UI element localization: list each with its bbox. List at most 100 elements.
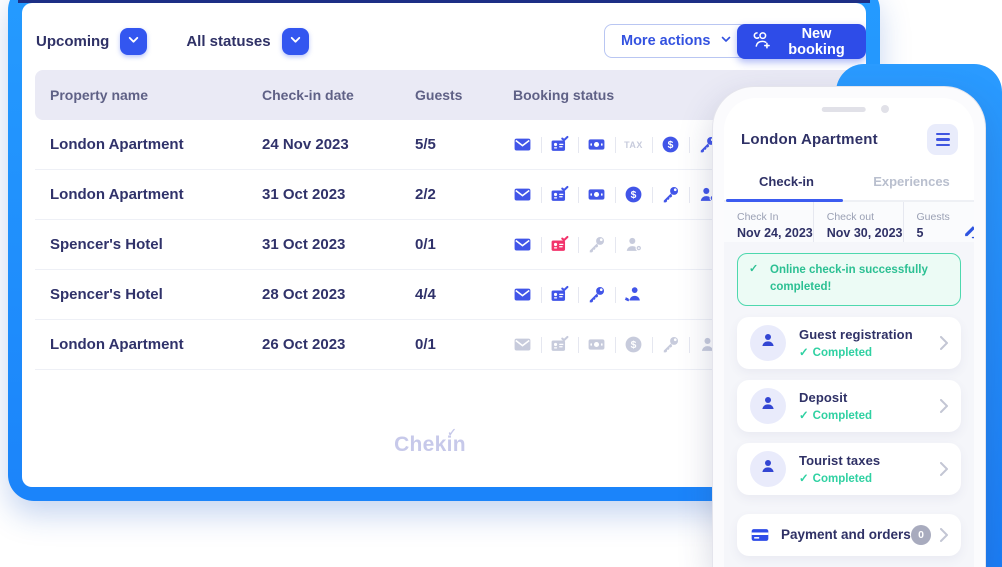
card-title: Payment and orders xyxy=(781,527,911,542)
guests-label: Guests xyxy=(916,211,950,223)
cash-icon[interactable] xyxy=(578,134,615,156)
envelope-icon[interactable] xyxy=(504,284,541,306)
more-actions-button[interactable]: More actions xyxy=(604,24,750,58)
checkin-success-banner: ✓ Online check-in successfully completed… xyxy=(737,253,961,306)
person-icon xyxy=(759,457,777,480)
credit-card-icon xyxy=(750,525,770,545)
guest-registration-card[interactable]: Guest registration ✓ Completed xyxy=(737,316,961,369)
phone-header: London Apartment xyxy=(724,116,974,165)
property-name: London Apartment xyxy=(50,136,184,153)
envelope-icon[interactable] xyxy=(504,184,541,206)
envelope-icon[interactable] xyxy=(504,234,541,256)
checkout-value: Nov 30, 2023 xyxy=(826,226,903,240)
checkin-label: Check In xyxy=(737,211,779,223)
col-property-name: Property name xyxy=(50,87,149,103)
person-icon xyxy=(759,331,777,354)
svg-text:$: $ xyxy=(631,340,637,351)
envelope-icon[interactable] xyxy=(504,334,541,356)
id-card-check-icon[interactable] xyxy=(541,284,578,306)
menu-button[interactable] xyxy=(927,124,958,155)
key-icon[interactable] xyxy=(578,284,615,306)
booking-status-icons: $ xyxy=(498,334,855,356)
col-checkin-date: Check-in date xyxy=(262,87,354,103)
phone-notch xyxy=(724,98,974,116)
col-guests: Guests xyxy=(415,87,463,103)
checkin-date: 28 Oct 2023 xyxy=(262,286,346,303)
phone-property-title: London Apartment xyxy=(741,131,878,148)
banner-text: Online check-in successfully completed! xyxy=(770,264,928,294)
avatar xyxy=(750,387,786,424)
chevron-right-icon xyxy=(940,335,948,350)
cash-icon[interactable] xyxy=(578,334,615,356)
checkin-date: 31 Oct 2023 xyxy=(262,186,346,203)
chevron-right-icon xyxy=(940,527,948,542)
edit-button[interactable] xyxy=(963,222,974,239)
phone-mockup: London Apartment Check-in Experiences Ch… xyxy=(712,86,986,567)
filter-bar: Upcoming All statuses xyxy=(36,23,309,59)
guests-value: 5 xyxy=(916,226,924,240)
dollar-icon[interactable]: $ xyxy=(615,334,652,356)
filter-upcoming-label: Upcoming xyxy=(36,32,110,50)
check-icon: ✓ xyxy=(799,472,809,485)
chevron-down-icon xyxy=(289,33,302,49)
hamburger-icon xyxy=(935,132,950,136)
key-icon[interactable] xyxy=(652,334,689,356)
check-icon: ✓ xyxy=(749,263,759,275)
avatar xyxy=(750,324,786,361)
tab-check-in[interactable]: Check-in xyxy=(724,165,849,202)
property-name: Spencer's Hotel xyxy=(50,286,163,303)
card-title: Deposit xyxy=(799,389,848,405)
tourist-taxes-card[interactable]: Tourist taxes ✓ Completed xyxy=(737,442,961,495)
phone-tabs: Check-in Experiences xyxy=(724,165,974,202)
camera-icon xyxy=(881,105,889,113)
dollar-icon[interactable]: $ xyxy=(615,184,652,206)
chekin-logo-text: Chekin xyxy=(394,433,466,456)
booking-status-icons xyxy=(498,284,855,306)
police-icon[interactable] xyxy=(615,234,652,256)
chevron-right-icon xyxy=(940,461,948,476)
card-title: Tourist taxes xyxy=(799,452,881,468)
checkout-label: Check out xyxy=(826,211,875,223)
tax-icon[interactable]: TAX xyxy=(615,134,652,156)
more-actions-label: More actions xyxy=(621,33,711,49)
upcoming-dropdown-button[interactable] xyxy=(120,27,148,55)
deposit-card[interactable]: Deposit ✓ Completed xyxy=(737,379,961,432)
chekin-logo: Chekin ✓ xyxy=(22,427,838,457)
id-card-check-icon[interactable] xyxy=(541,184,578,206)
phone-body: ✓ Online check-in successfully completed… xyxy=(724,242,974,567)
guests-count: 0/1 xyxy=(415,236,436,253)
guest-arrival-icon[interactable] xyxy=(615,284,652,306)
id-card-check-icon[interactable] xyxy=(541,234,578,256)
property-name: London Apartment xyxy=(50,186,184,203)
avatar xyxy=(750,450,786,487)
phone-screen: London Apartment Check-in Experiences Ch… xyxy=(724,98,974,567)
property-name: London Apartment xyxy=(50,336,184,353)
dollar-icon[interactable]: $ xyxy=(652,134,689,156)
guest-icon[interactable] xyxy=(689,334,726,356)
filter-statuses-label: All statuses xyxy=(186,32,271,50)
key-icon[interactable] xyxy=(578,234,615,256)
guests-count: 5/5 xyxy=(415,136,436,153)
svg-text:$: $ xyxy=(668,140,674,151)
filter-upcoming: Upcoming xyxy=(36,27,148,55)
checkout-summary: Check out Nov 30, 2023 xyxy=(812,202,903,251)
envelope-icon[interactable] xyxy=(504,134,541,156)
tab-experiences[interactable]: Experiences xyxy=(873,174,950,189)
add-guest-icon xyxy=(751,30,772,53)
id-card-check-icon[interactable] xyxy=(541,134,578,156)
check-icon: ✓ xyxy=(799,409,809,422)
cash-icon[interactable] xyxy=(578,184,615,206)
chevron-down-icon xyxy=(127,33,140,49)
new-booking-button[interactable]: New booking xyxy=(737,24,866,59)
guests-count: 2/2 xyxy=(415,186,436,203)
check-icon: ✓ xyxy=(447,427,457,439)
property-name: Spencer's Hotel xyxy=(50,236,163,253)
id-card-check-icon[interactable] xyxy=(541,334,578,356)
pencil-icon xyxy=(963,222,974,239)
key-icon[interactable] xyxy=(652,184,689,206)
payment-and-orders-card[interactable]: Payment and orders 0 xyxy=(737,513,961,556)
window-top-edge xyxy=(18,0,870,3)
statuses-dropdown-button[interactable] xyxy=(281,27,309,55)
check-icon: ✓ xyxy=(799,346,809,359)
